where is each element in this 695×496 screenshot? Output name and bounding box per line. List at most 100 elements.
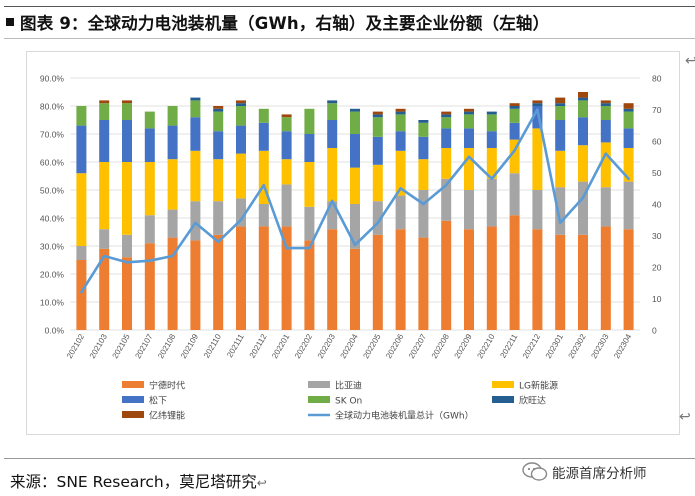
title-bullet-icon	[6, 18, 14, 26]
bar-segment-lg	[304, 162, 315, 207]
y-left-tick-label: 50.0%	[40, 186, 65, 196]
bar-segment-byd	[395, 195, 406, 230]
legend-label: SK On	[335, 397, 362, 407]
bar-segment-catl	[190, 240, 201, 330]
bar-segment-lg	[167, 159, 178, 210]
bar-segment-catl	[99, 248, 110, 330]
bar-segment-panasonic	[122, 120, 132, 162]
bar-segment-sunwoda	[236, 103, 246, 106]
bar-segment-panasonic	[486, 131, 497, 148]
x-tick-label: 202206	[384, 332, 405, 360]
bar-segment-panasonic	[509, 122, 520, 140]
top-rule	[4, 6, 695, 7]
bar-segment-skon	[350, 111, 360, 134]
bar-segment-panasonic	[167, 125, 178, 160]
bar-segment-lg	[509, 139, 520, 174]
bar-segment-lg	[350, 167, 360, 204]
bar-segment-lg	[190, 150, 201, 202]
watermark: 能源首席分析师	[522, 462, 647, 482]
bar-segment-sunwoda	[532, 103, 543, 106]
bar-segment-catl	[509, 215, 520, 330]
bar-segment-panasonic	[555, 120, 566, 151]
bar-segment-skon	[167, 106, 178, 126]
wechat-icon	[522, 462, 548, 481]
y-right-tick-label: 10	[652, 294, 662, 304]
bar-segment-skon	[213, 111, 224, 132]
bar-segment-byd	[372, 201, 383, 235]
bar-segment-byd	[623, 181, 634, 230]
x-tick-label: 202205	[361, 332, 382, 360]
x-tick-label: 202203	[316, 332, 337, 360]
bar-segment-skon	[281, 117, 292, 132]
bar-segment-lg	[144, 162, 155, 216]
bar-segment-eve	[532, 100, 543, 104]
bar-segment-catl	[441, 220, 452, 330]
bar-segment-catl	[372, 234, 383, 330]
bar-segment-byd	[509, 173, 520, 216]
bar-segment-lg	[327, 148, 338, 202]
bar-segment-sunwoda	[213, 108, 224, 112]
bar-segment-panasonic	[190, 117, 201, 151]
x-tick-label: 202201	[270, 332, 291, 360]
bar-segment-eve	[623, 103, 634, 109]
x-tick-label: 202207	[407, 332, 428, 360]
y-left-tick-label: 60.0%	[40, 158, 65, 168]
x-tick-label: 202112	[248, 332, 269, 360]
legend-swatch-catl	[122, 381, 144, 388]
bar-segment-eve	[464, 108, 474, 112]
bar-segment-panasonic	[213, 131, 224, 160]
bar-segment-eve	[236, 100, 246, 104]
bar-segment-catl	[555, 234, 566, 330]
x-tick-label: 202109	[179, 332, 200, 360]
bar-segment-skon	[600, 106, 611, 120]
bar-segment-skon	[555, 106, 566, 120]
bar-segment-panasonic	[281, 131, 292, 160]
footer-rule	[4, 458, 695, 459]
bar-segment-byd	[258, 204, 269, 227]
x-tick-label: 202210	[475, 332, 496, 360]
bar-segment-byd	[327, 201, 338, 230]
bar-segment-byd	[350, 204, 360, 249]
bar-segment-byd	[213, 201, 224, 235]
bar-segment-catl	[578, 234, 588, 330]
bar-segment-skon	[486, 114, 497, 132]
bar-segment-sunwoda	[623, 108, 634, 112]
bar-segment-byd	[418, 190, 429, 238]
bar-segment-panasonic	[623, 128, 634, 148]
bar-segment-catl	[122, 257, 132, 330]
bar-segment-panasonic	[144, 128, 155, 162]
bar-segment-catl	[213, 234, 224, 330]
y-left-tick-label: 80.0%	[40, 102, 65, 112]
legend-label: 比亚迪	[335, 380, 362, 392]
bar-segment-sunwoda	[441, 114, 452, 118]
bar-segment-lg	[99, 162, 110, 230]
bar-segment-skon	[122, 103, 132, 120]
bar-segment-eve	[213, 106, 224, 109]
bar-segment-skon	[509, 108, 520, 123]
bar-segment-lg	[418, 159, 429, 190]
bar-segment-catl	[258, 226, 269, 330]
bar-segment-lg	[236, 153, 246, 199]
x-tick-label: 202102	[65, 332, 86, 360]
bar-segment-byd	[555, 187, 566, 235]
bar-segment-lg	[281, 159, 292, 185]
y-left-tick-label: 70.0%	[40, 130, 65, 140]
x-tick-label: 202107	[133, 332, 154, 360]
return-mark-icon: ↩	[685, 52, 695, 68]
bar-segment-skon	[464, 114, 474, 129]
bar-segment-panasonic	[372, 136, 383, 165]
bar-segment-eve	[555, 97, 566, 104]
legend-label: LG新能源	[519, 380, 558, 392]
bar-segment-skon	[258, 108, 269, 123]
bar-segment-lg	[258, 150, 269, 204]
title-rule	[4, 38, 695, 39]
legend-label: 全球动力电池装机量总计（GWh）	[335, 410, 474, 422]
bar-segment-lg	[76, 173, 87, 246]
bar-segment-panasonic	[236, 125, 246, 154]
total-installation-line	[80, 108, 630, 294]
bar-segment-catl	[304, 240, 315, 330]
bar-segment-panasonic	[76, 125, 87, 174]
bar-segment-panasonic	[464, 128, 474, 148]
bar-segment-byd	[236, 198, 246, 227]
bar-segment-eve	[600, 100, 611, 104]
